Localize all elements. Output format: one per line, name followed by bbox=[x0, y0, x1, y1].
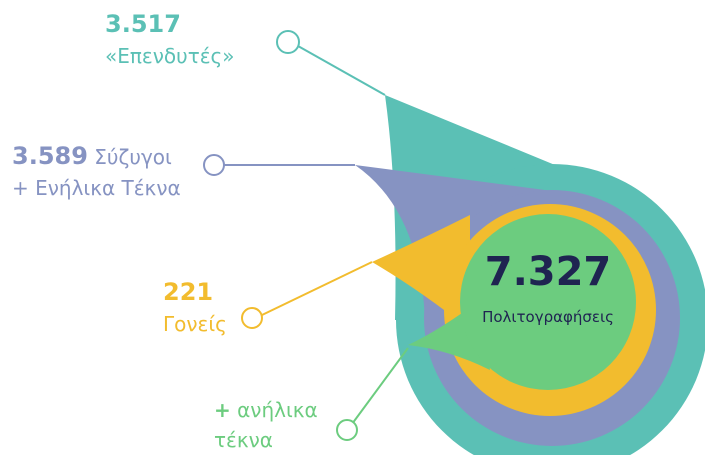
label-line: + ανήλικα bbox=[214, 398, 318, 422]
green-core bbox=[460, 214, 636, 390]
marker bbox=[336, 419, 358, 441]
connector bbox=[297, 45, 386, 96]
total-label: Πολιτογραφήσεις bbox=[482, 308, 614, 326]
group-label: Σύζυγοι bbox=[94, 145, 172, 169]
marker bbox=[276, 30, 300, 54]
group-label: Γονείς bbox=[163, 312, 227, 336]
prefix: + bbox=[214, 398, 231, 422]
marker bbox=[203, 154, 225, 176]
connector bbox=[351, 347, 409, 425]
total-value: 7.327 bbox=[485, 249, 612, 295]
group-label: + Ενήλικα Τέκνα bbox=[12, 176, 181, 200]
group-label: τέκνα bbox=[214, 428, 273, 452]
group-label: «Επενδυτές» bbox=[105, 44, 235, 68]
connector bbox=[261, 261, 373, 316]
value-label: 221 bbox=[163, 278, 213, 306]
value-label: 3.517 bbox=[105, 10, 181, 38]
marker bbox=[241, 307, 263, 329]
value-label: 3.589 bbox=[12, 142, 88, 170]
label-line: 3.589 Σύζυγοι bbox=[12, 142, 172, 170]
group-label: ανήλικα bbox=[237, 398, 318, 422]
